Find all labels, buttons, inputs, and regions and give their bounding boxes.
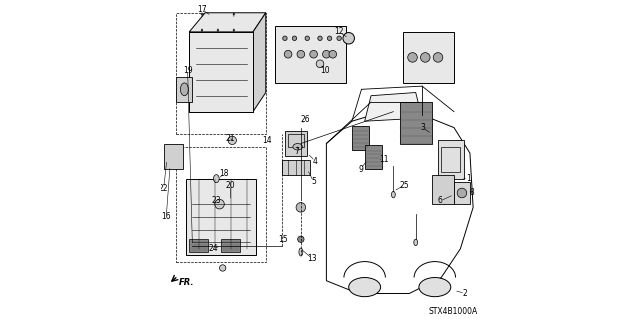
Ellipse shape bbox=[293, 144, 303, 150]
Circle shape bbox=[343, 33, 355, 44]
Polygon shape bbox=[253, 13, 266, 112]
Bar bbox=[189, 239, 209, 252]
Text: 17: 17 bbox=[197, 5, 207, 14]
Ellipse shape bbox=[180, 83, 188, 96]
Ellipse shape bbox=[392, 191, 396, 198]
Circle shape bbox=[292, 36, 297, 41]
Circle shape bbox=[310, 50, 317, 58]
Bar bbox=[454, 182, 470, 204]
Text: 2: 2 bbox=[463, 289, 467, 298]
Bar bbox=[282, 160, 310, 175]
Text: 18: 18 bbox=[220, 169, 229, 178]
Text: 26: 26 bbox=[301, 115, 310, 124]
Bar bbox=[352, 126, 369, 150]
Circle shape bbox=[298, 236, 304, 242]
Text: 1: 1 bbox=[466, 174, 470, 183]
Text: 16: 16 bbox=[161, 212, 171, 221]
FancyArrowPatch shape bbox=[201, 29, 203, 32]
Circle shape bbox=[329, 50, 337, 58]
Circle shape bbox=[220, 265, 226, 271]
Bar bbox=[288, 134, 304, 147]
Circle shape bbox=[323, 50, 330, 58]
Text: 10: 10 bbox=[320, 66, 330, 75]
Bar bbox=[177, 13, 266, 134]
Text: 13: 13 bbox=[307, 254, 317, 263]
Ellipse shape bbox=[414, 239, 418, 246]
Bar bbox=[177, 147, 266, 262]
Text: 4: 4 bbox=[313, 157, 317, 166]
Bar bbox=[189, 32, 253, 112]
Text: 21: 21 bbox=[226, 134, 236, 143]
Text: 23: 23 bbox=[211, 197, 221, 205]
Bar bbox=[275, 26, 346, 83]
Bar bbox=[177, 77, 193, 102]
Text: 5: 5 bbox=[311, 177, 316, 186]
Text: 24: 24 bbox=[209, 244, 218, 253]
Bar bbox=[400, 102, 431, 144]
Circle shape bbox=[433, 53, 443, 62]
Polygon shape bbox=[326, 112, 473, 293]
Circle shape bbox=[297, 50, 305, 58]
Bar bbox=[441, 147, 460, 172]
Bar bbox=[365, 145, 382, 169]
Bar bbox=[431, 175, 454, 204]
Text: 12: 12 bbox=[334, 27, 344, 36]
Text: 6: 6 bbox=[438, 197, 443, 205]
Text: 3: 3 bbox=[420, 123, 425, 132]
Circle shape bbox=[215, 199, 224, 209]
Bar bbox=[221, 239, 240, 252]
FancyArrowPatch shape bbox=[217, 29, 219, 32]
Ellipse shape bbox=[214, 174, 219, 182]
Text: 8: 8 bbox=[469, 189, 474, 197]
Circle shape bbox=[420, 53, 430, 62]
Ellipse shape bbox=[349, 278, 381, 297]
Text: STX4B1000A: STX4B1000A bbox=[429, 307, 478, 316]
Polygon shape bbox=[189, 13, 266, 32]
Bar bbox=[189, 32, 253, 112]
Text: 11: 11 bbox=[379, 155, 388, 164]
Text: 25: 25 bbox=[400, 181, 410, 189]
Ellipse shape bbox=[299, 248, 303, 256]
Text: FR.: FR. bbox=[179, 278, 195, 287]
Text: 7: 7 bbox=[294, 147, 300, 156]
Bar bbox=[164, 144, 183, 169]
FancyArrowPatch shape bbox=[233, 29, 235, 32]
Circle shape bbox=[337, 36, 341, 41]
Circle shape bbox=[457, 188, 467, 198]
Circle shape bbox=[283, 36, 287, 41]
Text: 15: 15 bbox=[278, 235, 288, 244]
Circle shape bbox=[316, 60, 324, 68]
Polygon shape bbox=[365, 93, 422, 121]
Circle shape bbox=[408, 53, 417, 62]
Circle shape bbox=[296, 203, 306, 212]
FancyArrowPatch shape bbox=[233, 13, 235, 16]
Bar bbox=[403, 32, 454, 83]
Text: 14: 14 bbox=[262, 136, 272, 145]
Text: 9: 9 bbox=[358, 165, 363, 174]
Bar bbox=[285, 131, 307, 156]
Ellipse shape bbox=[419, 278, 451, 297]
Bar bbox=[438, 140, 463, 179]
Bar bbox=[186, 179, 256, 255]
Circle shape bbox=[284, 50, 292, 58]
Text: 20: 20 bbox=[226, 181, 236, 189]
Circle shape bbox=[327, 36, 332, 41]
Circle shape bbox=[228, 136, 236, 145]
FancyArrowPatch shape bbox=[201, 13, 203, 16]
Circle shape bbox=[305, 36, 310, 41]
Text: 22: 22 bbox=[159, 184, 168, 193]
Text: 19: 19 bbox=[183, 66, 193, 75]
Circle shape bbox=[318, 36, 322, 41]
